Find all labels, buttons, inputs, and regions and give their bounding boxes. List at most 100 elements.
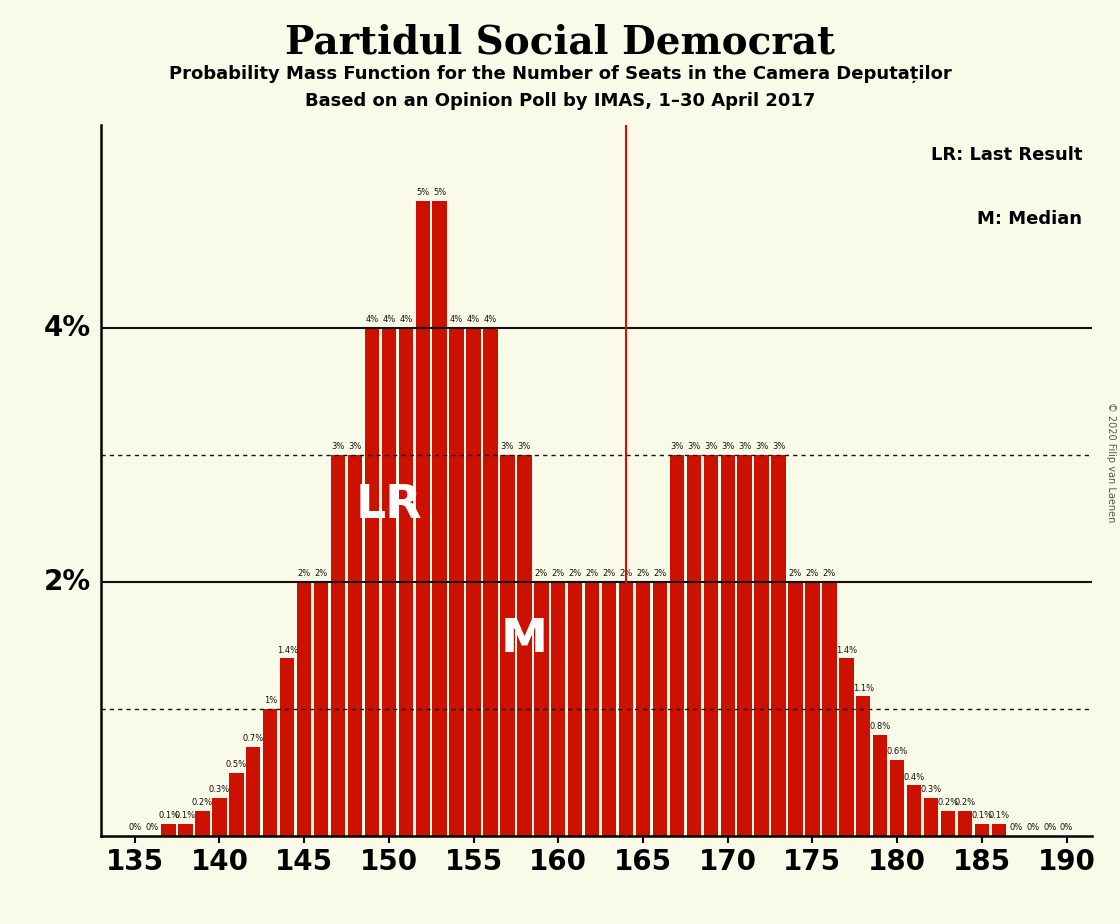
Text: 3%: 3%	[738, 443, 752, 451]
Text: 4%: 4%	[44, 314, 91, 342]
Bar	[466, 328, 480, 836]
Text: 3%: 3%	[332, 443, 345, 451]
Bar	[347, 455, 362, 836]
Text: M: Median: M: Median	[977, 210, 1082, 228]
Text: 3%: 3%	[755, 443, 768, 451]
Bar	[772, 455, 786, 836]
Text: 3%: 3%	[670, 443, 683, 451]
Text: 0.6%: 0.6%	[887, 748, 908, 756]
Text: 3%: 3%	[704, 443, 718, 451]
Bar	[872, 735, 887, 836]
Text: 0.1%: 0.1%	[988, 810, 1009, 820]
Bar	[501, 455, 515, 836]
Bar	[958, 811, 972, 836]
Bar	[314, 582, 328, 836]
Text: 3%: 3%	[721, 443, 735, 451]
Text: 1.1%: 1.1%	[852, 684, 874, 693]
Bar	[399, 328, 413, 836]
Bar	[755, 455, 768, 836]
Bar	[382, 328, 396, 836]
Text: 3%: 3%	[772, 443, 785, 451]
Bar	[991, 823, 1006, 836]
Bar	[246, 748, 261, 836]
Bar	[449, 328, 464, 836]
Text: LR: Last Result: LR: Last Result	[931, 146, 1082, 164]
Text: 0.2%: 0.2%	[954, 798, 976, 807]
Text: 0.7%: 0.7%	[243, 735, 264, 744]
Bar	[297, 582, 311, 836]
Bar	[720, 455, 735, 836]
Text: 0.2%: 0.2%	[192, 798, 213, 807]
Bar	[974, 823, 989, 836]
Bar	[670, 455, 684, 836]
Text: 1.4%: 1.4%	[836, 646, 857, 654]
Bar	[551, 582, 566, 836]
Text: 0.1%: 0.1%	[158, 810, 179, 820]
Text: 2%: 2%	[586, 569, 599, 578]
Bar	[805, 582, 820, 836]
Bar	[263, 710, 278, 836]
Bar	[788, 582, 803, 836]
Text: 0.1%: 0.1%	[971, 810, 992, 820]
Text: 0%: 0%	[1026, 823, 1039, 833]
Bar	[890, 760, 904, 836]
Text: 5%: 5%	[433, 188, 446, 197]
Text: 1%: 1%	[263, 697, 277, 705]
Bar	[212, 798, 226, 836]
Text: 0%: 0%	[1043, 823, 1056, 833]
Text: 0.2%: 0.2%	[937, 798, 959, 807]
Bar	[941, 811, 955, 836]
Bar	[585, 582, 599, 836]
Bar	[636, 582, 651, 836]
Text: 2%: 2%	[823, 569, 836, 578]
Bar	[432, 201, 447, 836]
Bar	[161, 823, 176, 836]
Bar	[822, 582, 837, 836]
Text: 1.4%: 1.4%	[277, 646, 298, 654]
Bar	[924, 798, 939, 836]
Bar	[280, 658, 295, 836]
Bar	[416, 201, 430, 836]
Text: 0%: 0%	[1009, 823, 1023, 833]
Text: 4%: 4%	[450, 315, 464, 324]
Text: 2%: 2%	[619, 569, 633, 578]
Bar	[230, 772, 243, 836]
Text: 3%: 3%	[348, 443, 362, 451]
Text: 4%: 4%	[365, 315, 379, 324]
Bar	[619, 582, 633, 836]
Text: 3%: 3%	[517, 443, 531, 451]
Text: Probability Mass Function for the Number of Seats in the Camera Deputaților: Probability Mass Function for the Number…	[169, 65, 951, 82]
Text: 2%: 2%	[534, 569, 548, 578]
Bar	[856, 697, 870, 836]
Bar	[653, 582, 668, 836]
Text: Partidul Social Democrat: Partidul Social Democrat	[284, 23, 836, 61]
Text: 2%: 2%	[298, 569, 310, 578]
Bar	[839, 658, 853, 836]
Text: 0.3%: 0.3%	[921, 785, 942, 795]
Text: 2%: 2%	[315, 569, 328, 578]
Text: 2%: 2%	[603, 569, 616, 578]
Text: © 2020 Filip van Laenen: © 2020 Filip van Laenen	[1107, 402, 1116, 522]
Text: 3%: 3%	[501, 443, 514, 451]
Text: 2%: 2%	[44, 568, 91, 596]
Text: M: M	[501, 617, 548, 662]
Bar	[365, 328, 379, 836]
Text: 4%: 4%	[484, 315, 497, 324]
Text: 4%: 4%	[382, 315, 395, 324]
Text: 0.1%: 0.1%	[175, 810, 196, 820]
Bar	[178, 823, 193, 836]
Bar	[687, 455, 701, 836]
Text: 2%: 2%	[653, 569, 666, 578]
Text: 0.8%: 0.8%	[869, 722, 890, 731]
Text: 0%: 0%	[128, 823, 141, 833]
Text: 2%: 2%	[636, 569, 650, 578]
Text: 2%: 2%	[569, 569, 582, 578]
Bar	[568, 582, 582, 836]
Text: 4%: 4%	[467, 315, 480, 324]
Text: 0%: 0%	[144, 823, 158, 833]
Text: LR: LR	[355, 483, 422, 529]
Bar	[484, 328, 497, 836]
Text: Based on an Opinion Poll by IMAS, 1–30 April 2017: Based on an Opinion Poll by IMAS, 1–30 A…	[305, 92, 815, 110]
Bar	[517, 455, 532, 836]
Text: 4%: 4%	[399, 315, 412, 324]
